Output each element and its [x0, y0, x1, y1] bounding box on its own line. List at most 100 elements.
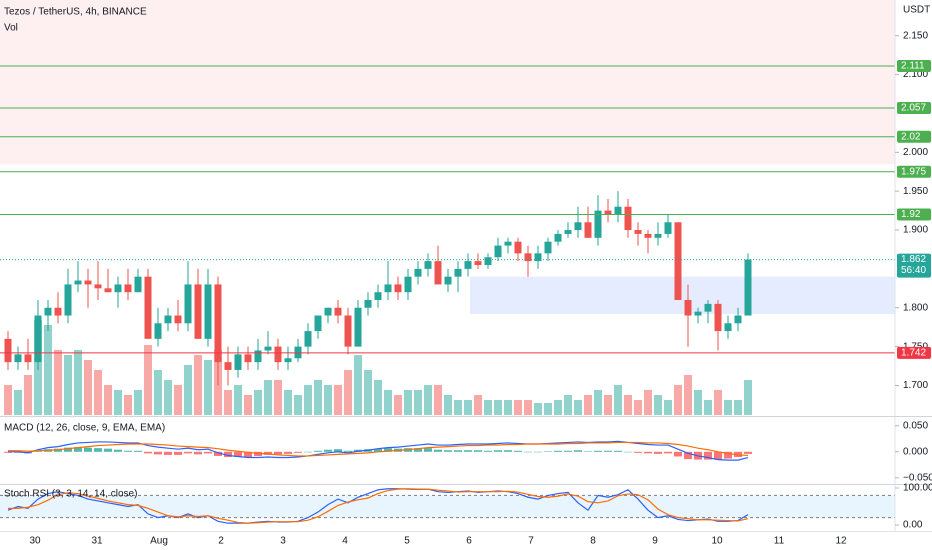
plot [0, 0, 895, 524]
macd-histogram [214, 451, 222, 456]
volume-bar [84, 360, 92, 415]
volume-bar [104, 385, 112, 415]
candle-body [144, 276, 152, 339]
macd-histogram [314, 450, 322, 452]
macd-histogram [684, 451, 692, 460]
volume-bar [54, 350, 62, 415]
macd-histogram [154, 451, 162, 455]
macd-histogram [524, 451, 532, 453]
volume-bar [224, 390, 232, 415]
volume-bar [244, 395, 252, 415]
level-label: 2.02 [901, 131, 921, 142]
x-tick-label: 31 [91, 536, 103, 547]
candle-body [14, 354, 22, 363]
volume-bar [474, 395, 482, 415]
volume-bar [714, 390, 722, 415]
volume-bar [524, 400, 532, 415]
volume-bar [314, 380, 322, 415]
candle-body [284, 358, 292, 363]
macd-histogram [644, 451, 652, 454]
candle-body [524, 253, 532, 262]
candle-body [324, 307, 332, 316]
candle-body [174, 315, 182, 324]
candle-body [504, 241, 512, 246]
macd-histogram [514, 450, 522, 452]
volume-bar [44, 325, 52, 415]
macd-histogram [484, 450, 492, 452]
candle-body [154, 323, 162, 339]
y-tick-label: 0.00 [903, 520, 923, 531]
candle-body [514, 241, 522, 254]
volume-bar [14, 390, 22, 415]
volume-bar [204, 360, 212, 415]
volume-bar [504, 400, 512, 415]
x-tick-label: 12 [835, 536, 847, 547]
level-label: 2.057 [901, 103, 926, 114]
macd-histogram [674, 451, 682, 457]
resistance-zone [0, 0, 895, 164]
macd-histogram [604, 450, 612, 452]
macd-histogram [454, 450, 462, 452]
candle-body [444, 276, 452, 285]
level-label-bg [897, 165, 931, 178]
stoch-d-line [8, 488, 749, 524]
volume-bar [234, 385, 242, 415]
macd-histogram [424, 448, 432, 452]
volume-bar [394, 395, 402, 415]
volume-bar [634, 400, 642, 415]
candle-body [664, 222, 672, 234]
volume-bar [164, 380, 172, 415]
y-tick-label: 1.700 [903, 380, 928, 391]
y-tick-label: −0.050 [903, 472, 932, 483]
volume-bar [564, 395, 572, 415]
macd-histogram [624, 451, 632, 453]
macd-histogram [294, 451, 302, 453]
volume-bar [464, 400, 472, 415]
macd-histogram [144, 451, 152, 454]
macd-histogram [74, 447, 82, 452]
macd-histogram [574, 450, 582, 452]
volume-bar [4, 385, 12, 415]
macd-histogram [184, 451, 192, 454]
volume-label: Vol [4, 23, 18, 34]
candle-body [304, 331, 312, 347]
candle-body [54, 307, 62, 316]
macd-histogram [714, 451, 722, 460]
candle-body [134, 276, 142, 293]
candle-body [84, 280, 92, 285]
macd-histogram [704, 451, 712, 460]
volume-bar [294, 395, 302, 415]
support-box [470, 276, 895, 314]
macd-histogram [744, 451, 752, 454]
x-tick-label: Aug [150, 536, 168, 547]
macd-title: MACD (12, 26, close, 9, EMA, EMA) [4, 423, 165, 434]
candle-body [214, 284, 222, 363]
macd-histogram [204, 451, 212, 454]
candle-body [744, 259, 752, 316]
macd-histogram [384, 448, 392, 452]
volume-bar [734, 400, 742, 415]
macd-histogram [64, 447, 72, 452]
candle-body [554, 233, 562, 242]
candle-body [494, 245, 502, 258]
candle-body [434, 261, 442, 285]
volume-bar [694, 390, 702, 415]
candle-body [714, 303, 722, 332]
volume-bar [264, 380, 272, 415]
y-tick-label: 100.00 [903, 483, 932, 494]
level-label-bg [897, 208, 931, 221]
macd-histogram [434, 449, 442, 452]
candle-body [574, 222, 582, 231]
candle-body [34, 315, 42, 363]
macd-histogram [284, 451, 292, 454]
candle-body [94, 284, 102, 289]
macd-histogram [274, 451, 282, 455]
macd-histogram [614, 450, 622, 452]
volume-bar [644, 390, 652, 415]
candle-body [104, 288, 112, 293]
candle-body [624, 206, 632, 231]
level-label-bg [897, 346, 931, 359]
volume-bar [654, 395, 662, 415]
current-price-bg [897, 253, 931, 278]
candle-body [384, 284, 392, 293]
